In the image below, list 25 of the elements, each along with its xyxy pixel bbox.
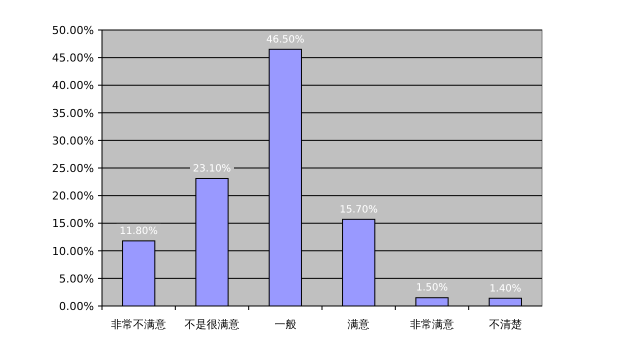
data-label: 1.50%: [416, 282, 448, 294]
x-tick-label: 一般: [274, 318, 296, 331]
y-tick-label: 30.00%: [52, 134, 94, 148]
y-tick-label: 35.00%: [52, 106, 94, 120]
data-label: 46.50%: [266, 34, 304, 46]
y-tick-label: 40.00%: [52, 79, 94, 92]
bar: [415, 297, 449, 306]
y-tick-label: 20.00%: [52, 190, 94, 203]
y-tick-label: 25.00%: [52, 162, 94, 175]
x-tick-label: 满意: [348, 318, 370, 331]
x-tick-label: 非常不满意: [111, 318, 166, 331]
x-tick-label: 不清楚: [488, 318, 522, 331]
x-tick-label: 非常满意: [410, 318, 454, 331]
data-label: 23.10%: [192, 163, 232, 174]
y-tick-label: 10.00%: [52, 244, 94, 258]
y-tick-label: 45.00%: [52, 52, 94, 65]
y-tick-label: 50.00%: [52, 24, 94, 37]
y-tick-label: 5.00%: [59, 272, 94, 286]
data-label: 15.70%: [340, 204, 378, 216]
x-tick-label: 不是很满意: [184, 318, 240, 331]
y-tick-label: 0.00%: [59, 300, 94, 313]
y-tick-label: 15.00%: [52, 217, 94, 230]
data-label: 1.40%: [489, 283, 522, 294]
data-label: 11.80%: [120, 226, 158, 237]
bar: [488, 298, 522, 306]
